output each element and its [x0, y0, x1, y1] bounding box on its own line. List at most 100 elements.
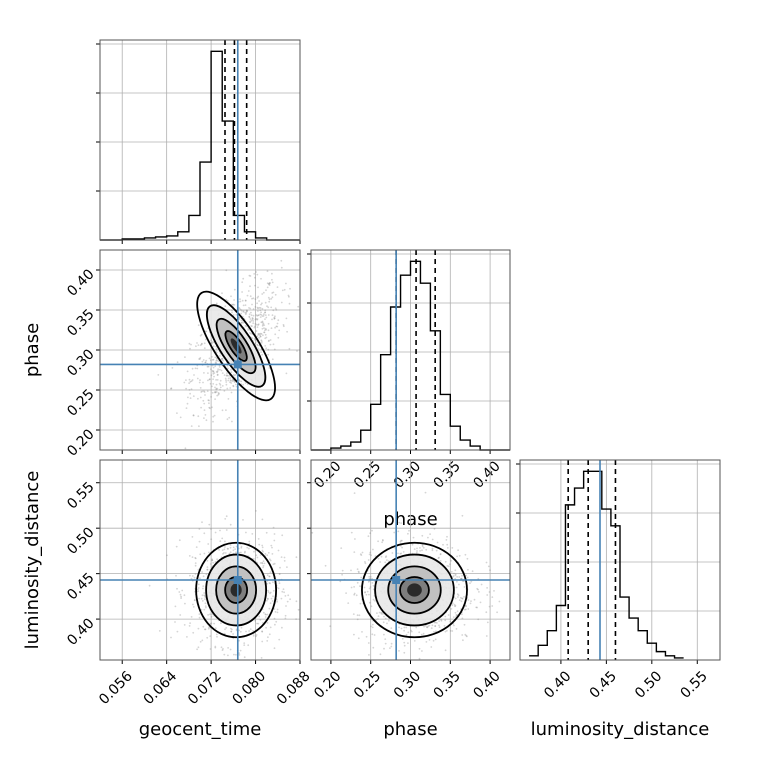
truth-marker [233, 360, 242, 369]
scatter-point [188, 342, 191, 345]
scatter-point [189, 347, 191, 350]
scatter-point [255, 330, 258, 332]
scatter-point [385, 555, 388, 557]
scatter-point [197, 397, 199, 400]
scatter-point [368, 553, 371, 556]
scatter-point [256, 273, 259, 276]
scatter-point [363, 586, 366, 589]
scatter-point [194, 557, 197, 560]
scatter-point [437, 557, 440, 559]
scatter-point [241, 281, 244, 284]
scatter-point [188, 382, 191, 384]
scatter-point [446, 547, 449, 549]
scatter-point [178, 591, 181, 593]
scatter-point [361, 551, 364, 554]
scatter-point [184, 356, 186, 358]
scatter-point [248, 321, 251, 323]
scatter-point [365, 635, 368, 638]
scatter-point [289, 287, 291, 290]
scatter-point [204, 628, 207, 631]
scatter-point [215, 370, 218, 373]
scatter-point [257, 347, 260, 350]
scatter-point [252, 322, 255, 324]
x-axis-label: luminosity_distance [531, 719, 710, 740]
scatter-point [203, 552, 206, 555]
scatter-point [203, 417, 205, 419]
scatter-point [288, 302, 291, 305]
scatter-point [238, 551, 241, 554]
scatter-point [260, 339, 263, 342]
scatter-point [197, 590, 200, 592]
scatter-point [465, 608, 467, 611]
scatter-point [204, 414, 207, 416]
scatter-point [452, 575, 455, 577]
scatter-point [271, 600, 274, 602]
scatter-point [189, 392, 192, 395]
scatter-point [228, 416, 231, 419]
contour-line [399, 576, 430, 604]
scatter-point [253, 558, 255, 560]
contour-line [205, 553, 268, 627]
scatter-point [261, 321, 264, 324]
scatter-point [222, 648, 224, 650]
scatter-point [223, 390, 226, 392]
scatter-point [339, 580, 342, 583]
scatter-point [364, 591, 366, 594]
scatter-point [201, 360, 204, 363]
scatter-point [282, 325, 285, 328]
scatter-point [231, 420, 233, 423]
scatter-point [432, 524, 435, 526]
scatter-point [450, 571, 453, 573]
scatter-point [465, 605, 467, 608]
scatter-point [227, 379, 230, 382]
scatter-point [431, 538, 434, 541]
scatter-point [266, 554, 269, 557]
scatter-point [434, 625, 437, 627]
scatter-point [381, 539, 384, 541]
scatter-point [209, 407, 211, 410]
scatter-point [436, 622, 438, 624]
scatter-point [256, 302, 258, 305]
scatter-point [183, 624, 186, 626]
scatter-point [259, 334, 261, 337]
scatter-point [190, 380, 193, 382]
scatter-point [217, 392, 220, 394]
scatter-point [257, 323, 260, 326]
scatter-point [489, 569, 491, 571]
scatter-point [281, 289, 284, 292]
scatter-point [199, 379, 201, 381]
scatter-point [496, 611, 498, 614]
scatter-point [265, 347, 268, 350]
scatter-point [276, 608, 279, 611]
scatter-point [287, 594, 290, 597]
scatter-point [390, 642, 393, 645]
scatter-point [178, 539, 181, 542]
scatter-point [350, 531, 353, 534]
scatter-point [233, 304, 236, 306]
scatter-point [380, 555, 383, 558]
scatter-point [273, 617, 276, 620]
scatter-point [231, 309, 233, 312]
panel-frame [519, 459, 721, 661]
scatter-point [269, 343, 272, 346]
scatter-point [407, 532, 409, 535]
scatter-point [278, 329, 281, 332]
scatter-point [271, 281, 274, 284]
scatter-point [201, 639, 204, 642]
y-axis-label: phase [22, 323, 43, 377]
scatter-point [359, 585, 361, 587]
scatter-point [295, 600, 298, 603]
x-tick-label: 0.072 [185, 668, 225, 708]
scatter-point [445, 539, 448, 541]
scatter-point [273, 348, 276, 351]
scatter-point [256, 556, 259, 559]
scatter-point [239, 298, 241, 300]
scatter-point [194, 367, 197, 370]
scatter-point [368, 587, 371, 590]
scatter-point [206, 568, 209, 571]
scatter-point [270, 297, 273, 300]
scatter-point [196, 588, 199, 591]
panel-frame [310, 459, 511, 661]
scatter-point [289, 598, 291, 601]
scatter-point [244, 311, 247, 314]
